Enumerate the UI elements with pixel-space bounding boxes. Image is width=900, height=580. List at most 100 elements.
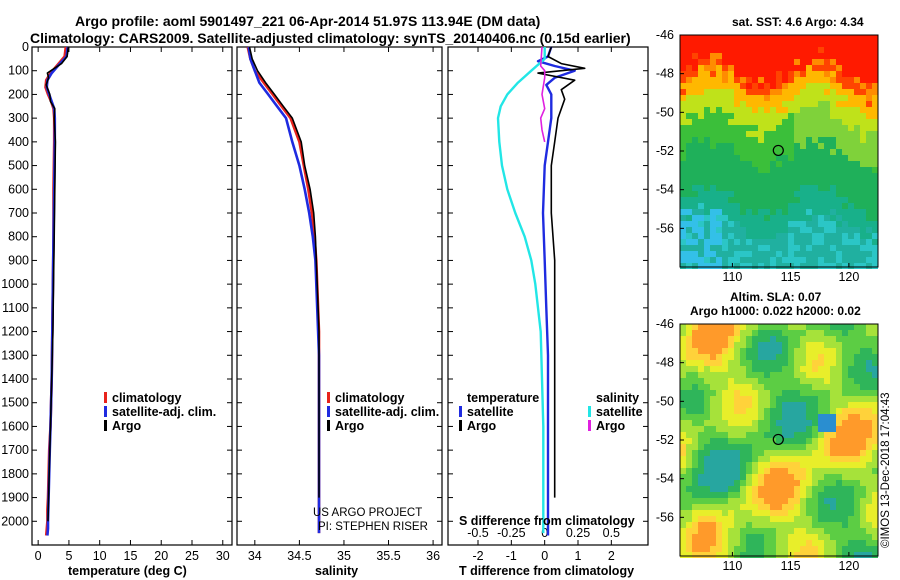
sst-cell (680, 233, 686, 239)
sla-cell (728, 342, 734, 348)
sst-cell (842, 191, 848, 197)
sla-cell (740, 492, 746, 498)
sla-cell (866, 480, 872, 486)
sst-cell (752, 251, 758, 257)
legend-label-satellite-adj: satellite-adj. clim. (335, 405, 439, 419)
sla-cell (722, 450, 728, 456)
sst-cell (686, 257, 692, 263)
sla-cell (854, 474, 860, 480)
sst-cell (800, 239, 806, 245)
sst-cell (752, 119, 758, 125)
map-lat-label: -54 (656, 183, 674, 197)
sst-cell (752, 35, 758, 41)
sla-cell (806, 360, 812, 366)
sst-cell (770, 173, 776, 179)
sst-cell (722, 59, 728, 65)
sla-cell (800, 336, 806, 342)
sst-cell (818, 167, 824, 173)
sla-cell (824, 522, 830, 528)
sst-cell (740, 113, 746, 119)
sst-cell (842, 185, 848, 191)
sla-cell (848, 372, 854, 378)
sla-cell (872, 504, 878, 510)
sst-cell (794, 149, 800, 155)
sst-cell (848, 83, 854, 89)
sst-cell (728, 263, 734, 269)
sst-cell (866, 185, 872, 191)
map-lat-label: -46 (656, 317, 674, 331)
sla-cell (836, 360, 842, 366)
sla-cell (752, 516, 758, 522)
sst-cell (800, 227, 806, 233)
sla-cell (686, 552, 692, 558)
sla-cell (860, 402, 866, 408)
sla-cell (812, 384, 818, 390)
sla-cell (818, 492, 824, 498)
sla-cell (824, 378, 830, 384)
s-tick-label: -0.5 (467, 526, 489, 540)
sla-cell (794, 426, 800, 432)
sst-cell (806, 89, 812, 95)
sst-cell (770, 239, 776, 245)
sst-cell (830, 35, 836, 41)
sst-cell (686, 77, 692, 83)
sst-cell (734, 185, 740, 191)
sst-cell (746, 107, 752, 113)
sla-cell (716, 384, 722, 390)
sla-cell (872, 426, 878, 432)
sst-cell (686, 215, 692, 221)
sla-cell (758, 366, 764, 372)
sla-cell (824, 516, 830, 522)
sst-cell (842, 113, 848, 119)
sst-cell (734, 125, 740, 131)
sla-cell (680, 414, 686, 420)
sst-cell (764, 245, 770, 251)
sst-cell (746, 203, 752, 209)
sst-cell (680, 179, 686, 185)
sla-cell (758, 456, 764, 462)
sst-cell (692, 71, 698, 77)
map-lat-label: -50 (656, 394, 674, 408)
sst-cell (866, 95, 872, 101)
sla-cell (788, 378, 794, 384)
map-lon-label: 110 (722, 270, 742, 284)
sst-cell (740, 209, 746, 215)
sla-cell (824, 426, 830, 432)
sla-cell (830, 462, 836, 468)
sst-cell (752, 227, 758, 233)
sla-cell (860, 492, 866, 498)
sla-cell (860, 522, 866, 528)
sst-cell (776, 239, 782, 245)
map-lat-label: -56 (656, 510, 674, 524)
sla-cell (788, 402, 794, 408)
sla-cell (836, 528, 842, 534)
sla-cell (824, 450, 830, 456)
sla-cell (806, 510, 812, 516)
sst-cell (752, 137, 758, 143)
sst-cell (800, 101, 806, 107)
sla-cell (854, 342, 860, 348)
sla-cell (692, 456, 698, 462)
sla-cell (860, 360, 866, 366)
sla-cell (788, 438, 794, 444)
sst-cell (722, 185, 728, 191)
sla-cell (752, 492, 758, 498)
sst-cell (854, 83, 860, 89)
sst-cell (704, 173, 710, 179)
sst-cell (830, 53, 836, 59)
sla-cell (788, 450, 794, 456)
sst-cell (812, 251, 818, 257)
sla-cell (746, 420, 752, 426)
sla-cell (776, 522, 782, 528)
x-tick-label: 35 (337, 549, 351, 563)
sst-cell (800, 89, 806, 95)
sla-cell (752, 504, 758, 510)
sla-cell (758, 348, 764, 354)
sla-cell (728, 468, 734, 474)
sst-cell (740, 101, 746, 107)
map-lon-label: 120 (838, 559, 859, 573)
sla-cell (764, 552, 770, 558)
map-lat-label: -52 (656, 433, 674, 447)
sst-cell (692, 251, 698, 257)
sst-heatmap (680, 35, 878, 269)
